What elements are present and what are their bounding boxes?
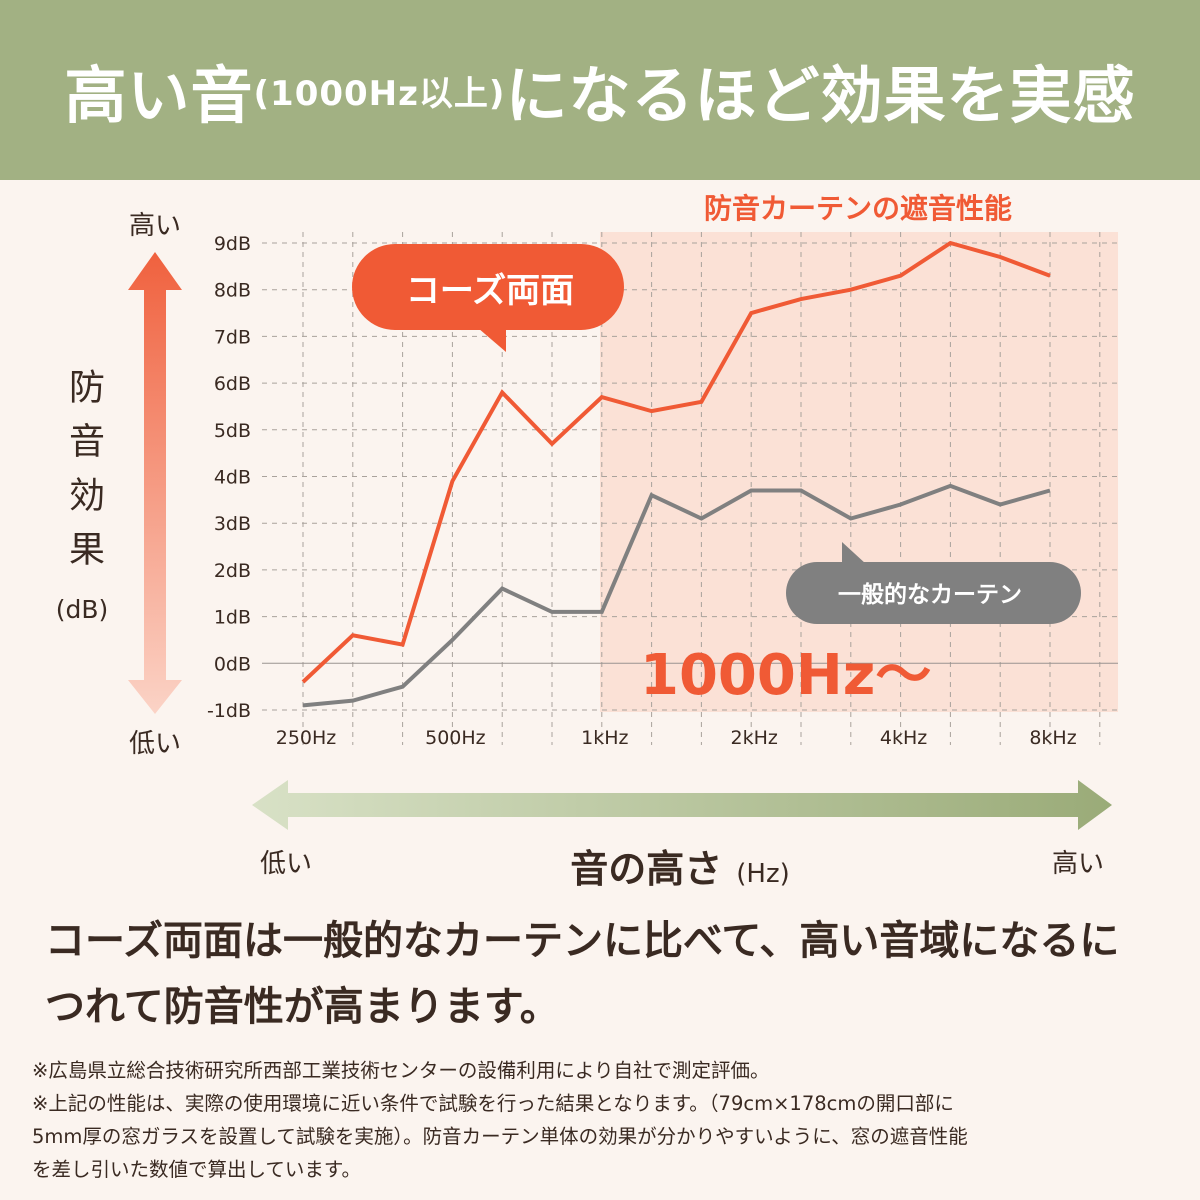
y-tick-label: 1dB xyxy=(214,607,251,629)
y-axis-label: 防音効果 xyxy=(63,368,104,584)
sound-insulation-chart: 防音カーテンの遮音性能 1000Hz〜 9dB 8dB 7dB 6dB 5dB 4dB 3d… xyxy=(56,192,1118,891)
x-tick-label: 1kHz xyxy=(581,727,628,749)
series-line-1 xyxy=(302,483,1051,708)
x-axis-arrow xyxy=(252,780,1112,830)
footnotes: ※広島県立総合技術研究所西部工業技術センターの設備利用により自社で測定評価。 ※… xyxy=(32,1054,1182,1186)
y-high-label: 高い xyxy=(129,211,181,241)
x-tick-label: 8kHz xyxy=(1029,727,1076,749)
footnote: ※広島県立総合技術研究所西部工業技術センターの設備利用により自社で測定評価。 xyxy=(32,1059,770,1082)
series-callout-general: 一般的なカーテン xyxy=(786,542,1081,624)
y-tick-label: 9dB xyxy=(214,233,251,255)
y-tick-label: 3dB xyxy=(214,513,251,535)
x-axis-title: 音の高さ xyxy=(570,847,722,891)
x-tick-label: 250Hz xyxy=(276,727,337,749)
x-axis-label: 音の高さ (Hz) xyxy=(570,847,790,891)
header-banner: 高い音 (1000Hz以上) になるほど効果を実感 xyxy=(0,0,1200,180)
footnote: を差し引いた数値で算出しています。 xyxy=(32,1158,361,1181)
y-tick-label: 4dB xyxy=(214,467,251,489)
footnote: 5mm厚の窓ガラスを設置して試験を実施）。防音カーテン単体の効果が分かりやすいよ… xyxy=(32,1125,968,1148)
y-tick-label: 0dB xyxy=(214,653,251,675)
description-line: つれて防音性が高まります。 xyxy=(45,984,560,1030)
region-big-label: 1000Hz〜 xyxy=(640,643,931,708)
y-tick-label: 7dB xyxy=(214,326,251,348)
y-tick-label: 5dB xyxy=(214,420,251,442)
region-1khz-plus xyxy=(600,232,1118,712)
y-axis-arrow xyxy=(128,252,182,714)
description: コーズ両面は一般的なカーテンに比べて、高い音域になるに つれて防音性が高まります… xyxy=(45,908,1175,1040)
x-low-label: 低い xyxy=(260,849,312,879)
callout-label: コーズ両面 xyxy=(406,271,574,311)
footnote: ※上記の性能は、実際の使用環境に近い条件で試験を行った結果となります。（79cm… xyxy=(32,1092,954,1115)
series-callout-kose: コーズ両面 xyxy=(352,244,624,352)
x-high-label: 高い xyxy=(1052,849,1104,879)
x-tick-label: 2kHz xyxy=(731,727,778,749)
title-rest: になるほど効果を実感 xyxy=(505,59,1136,132)
y-tick-label: 2dB xyxy=(214,560,251,582)
y-tick-label: 6dB xyxy=(214,373,251,395)
title-paren: (1000Hz以上) xyxy=(253,73,506,114)
series-line-0 xyxy=(301,240,1051,684)
y-low-label: 低い xyxy=(129,729,181,759)
x-tick-label: 4kHz xyxy=(880,727,927,749)
x-axis-unit: (Hz) xyxy=(736,859,790,889)
y-tick-label: 8dB xyxy=(214,280,251,302)
callout-label: 一般的なカーテン xyxy=(838,581,1022,608)
description-line: コーズ両面は一般的なカーテンに比べて、高い音域になるに xyxy=(45,918,1120,964)
y-axis-unit: (dB) xyxy=(56,595,109,624)
region-label: 防音カーテンの遮音性能 xyxy=(704,192,1012,225)
x-tick-label: 500Hz xyxy=(425,727,486,749)
y-tick-label: -1dB xyxy=(207,700,251,722)
title-main: 高い音 xyxy=(64,59,254,132)
